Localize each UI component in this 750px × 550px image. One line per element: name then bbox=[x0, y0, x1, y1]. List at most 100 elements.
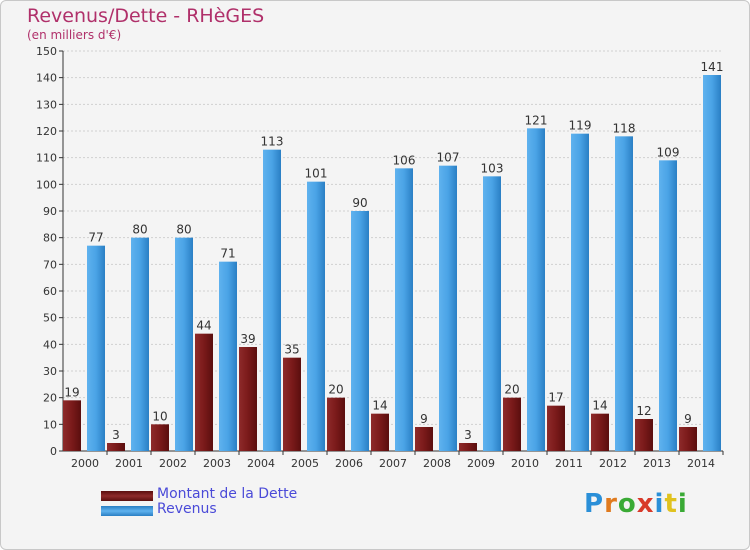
bar-revenus-2009 bbox=[483, 176, 501, 452]
bars bbox=[63, 75, 721, 452]
legend-swatch-revenus bbox=[101, 506, 153, 516]
logo-letter: i bbox=[677, 489, 688, 519]
x-tick-label: 2012 bbox=[599, 457, 627, 470]
data-label-revenus-2007: 106 bbox=[393, 153, 416, 167]
x-tick-label: 2008 bbox=[423, 457, 451, 470]
y-tick-label: 60 bbox=[43, 285, 57, 298]
x-tick-label: 2011 bbox=[555, 457, 583, 470]
bar-dette-2014 bbox=[679, 427, 697, 451]
y-tick-label: 20 bbox=[43, 392, 57, 405]
data-label-dette-2013: 12 bbox=[636, 404, 651, 418]
bar-revenus-2002 bbox=[175, 237, 193, 451]
data-label-revenus-2008: 107 bbox=[437, 151, 460, 165]
y-tick-label: 120 bbox=[36, 125, 57, 138]
x-tick-label: 2006 bbox=[335, 457, 363, 470]
bar-revenus-2000 bbox=[87, 245, 105, 451]
y-tick-label: 100 bbox=[36, 178, 57, 191]
y-tick-label: 40 bbox=[43, 338, 57, 351]
grid-lines bbox=[63, 50, 723, 452]
y-tick-label: 70 bbox=[43, 258, 57, 271]
logo-letter: x bbox=[636, 489, 655, 519]
legend-label-dette: Montant de la Dette bbox=[157, 486, 298, 502]
x-tick-label: 2002 bbox=[159, 457, 187, 470]
bar-revenus-2006 bbox=[351, 211, 369, 451]
bar-dette-2007 bbox=[371, 413, 389, 451]
data-label-dette-2014: 9 bbox=[684, 412, 692, 426]
x-tick-label: 2009 bbox=[467, 457, 495, 470]
y-tick-label: 90 bbox=[43, 205, 57, 218]
logo-letter: P bbox=[584, 489, 605, 519]
data-label-dette-2000: 19 bbox=[64, 385, 79, 399]
data-label-dette-2006: 20 bbox=[328, 383, 343, 397]
data-label-revenus-2014: 141 bbox=[701, 60, 724, 74]
bar-revenus-2007 bbox=[395, 168, 413, 452]
x-tick-label: 2007 bbox=[379, 457, 407, 470]
data-label-revenus-2009: 103 bbox=[481, 161, 504, 175]
bar-dette-2013 bbox=[635, 419, 653, 451]
y-tick-label: 140 bbox=[36, 72, 57, 85]
data-label-dette-2010: 20 bbox=[504, 383, 519, 397]
bar-revenus-2003 bbox=[219, 261, 237, 451]
data-label-revenus-2002: 80 bbox=[176, 223, 191, 237]
data-label-revenus-2010: 121 bbox=[525, 113, 548, 127]
proxiti-logo: Proxiti bbox=[584, 489, 688, 519]
x-tick-label: 2005 bbox=[291, 457, 319, 470]
data-label-dette-2001: 3 bbox=[112, 428, 120, 442]
bar-dette-2008 bbox=[415, 427, 433, 451]
chart-title: Revenus/Dette - RHèGES bbox=[27, 5, 265, 27]
y-tick-label: 80 bbox=[43, 232, 57, 245]
data-label-dette-2005: 35 bbox=[284, 343, 299, 357]
x-tick-label: 2010 bbox=[511, 457, 539, 470]
data-label-dette-2009: 3 bbox=[464, 428, 472, 442]
x-tick-label: 2014 bbox=[687, 457, 715, 470]
y-tick-label: 150 bbox=[36, 45, 57, 58]
bar-dette-2001 bbox=[107, 443, 125, 451]
axes: 0 10 20 30 40 50 60 70 80 90 100 110 120 130 140 150 200… bbox=[36, 45, 724, 470]
data-label-dette-2012: 14 bbox=[592, 399, 607, 413]
x-tick-label: 2004 bbox=[247, 457, 275, 470]
bar-dette-2011 bbox=[547, 405, 565, 451]
data-label-revenus-2006: 90 bbox=[352, 196, 367, 210]
data-label-dette-2008: 9 bbox=[420, 412, 428, 426]
x-tick-label: 2001 bbox=[115, 457, 143, 470]
data-label-revenus-2012: 118 bbox=[613, 121, 636, 135]
bar-dette-2012 bbox=[591, 413, 609, 451]
logo-letter: r bbox=[604, 489, 618, 519]
bar-dette-2002 bbox=[151, 424, 169, 451]
legend-label-revenus: Revenus bbox=[157, 501, 217, 517]
bar-dette-2004 bbox=[239, 347, 257, 451]
x-tick-label: 2000 bbox=[71, 457, 99, 470]
data-label-dette-2007: 14 bbox=[372, 399, 387, 413]
bar-revenus-2014 bbox=[703, 75, 721, 451]
x-tick-label: 2003 bbox=[203, 457, 231, 470]
logo-letter: o bbox=[617, 489, 637, 519]
bar-dette-2010 bbox=[503, 397, 521, 451]
y-tick-label: 30 bbox=[43, 365, 57, 378]
bar-dette-2003 bbox=[195, 333, 213, 451]
bar-dette-2000 bbox=[63, 400, 81, 451]
data-label-revenus-2011: 119 bbox=[569, 119, 592, 133]
data-label-revenus-2004: 113 bbox=[261, 135, 284, 149]
data-label-revenus-2005: 101 bbox=[305, 167, 328, 181]
data-label-revenus-2003: 71 bbox=[220, 247, 235, 261]
bar-revenus-2013 bbox=[659, 160, 677, 452]
y-tick-label: 50 bbox=[43, 312, 57, 325]
data-label-dette-2011: 17 bbox=[548, 391, 563, 405]
bar-dette-2006 bbox=[327, 397, 345, 451]
data-labels: 19 77 3 80 10 80 44 71 39 113 35 101 20 90 14 106 9 107 3 1… bbox=[64, 60, 723, 442]
y-tick-label: 130 bbox=[36, 98, 57, 111]
legend-swatch-dette bbox=[101, 491, 153, 501]
bar-dette-2005 bbox=[283, 357, 301, 451]
data-label-revenus-2000: 77 bbox=[88, 231, 103, 245]
logo-letter: t bbox=[664, 489, 678, 519]
chart-subtitle: (en milliers d'€) bbox=[27, 28, 122, 42]
data-label-dette-2004: 39 bbox=[240, 332, 255, 346]
data-label-revenus-2013: 109 bbox=[657, 145, 680, 159]
y-tick-label: 10 bbox=[43, 418, 57, 431]
bar-revenus-2010 bbox=[527, 128, 545, 451]
data-label-dette-2003: 44 bbox=[196, 319, 211, 333]
x-tick-label: 2013 bbox=[643, 457, 671, 470]
bar-dette-2009 bbox=[459, 443, 477, 451]
